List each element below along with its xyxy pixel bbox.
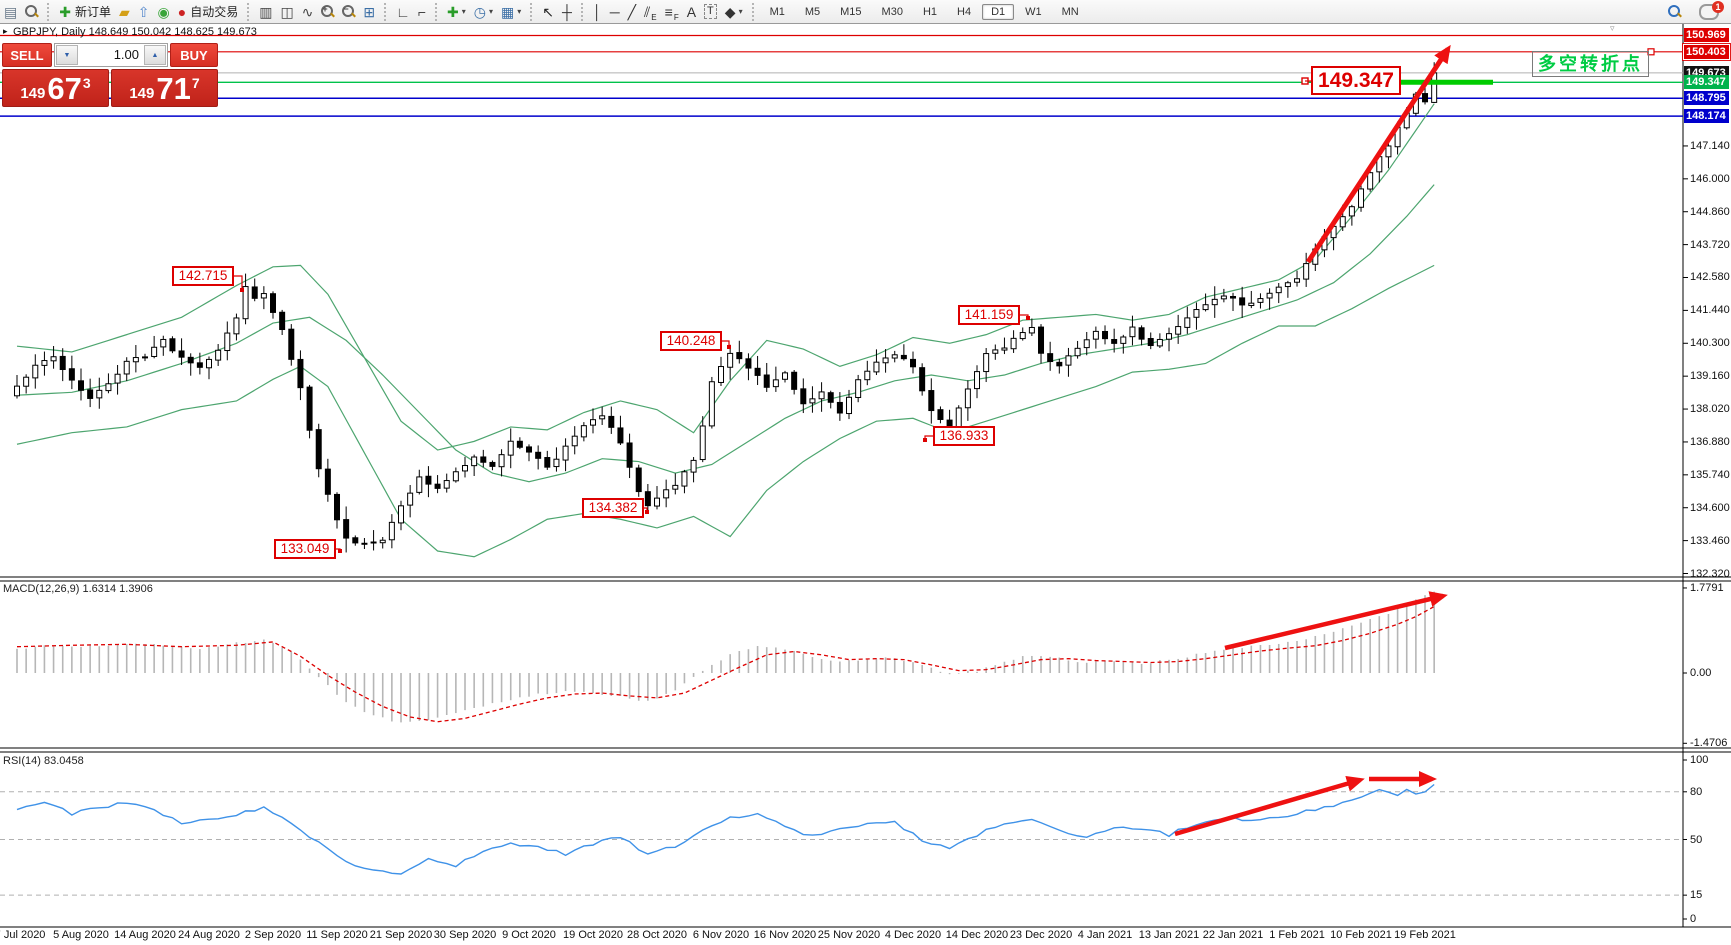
chevron-down-icon: ▾ <box>517 7 522 16</box>
toolbar-separator <box>751 2 755 21</box>
bid-price-point: 3 <box>82 75 91 91</box>
toolbar-separator <box>435 2 438 21</box>
text-icon[interactable]: A <box>686 3 697 20</box>
timeframe-button-m1[interactable]: M1 <box>769 5 785 18</box>
timeframe-button-d1[interactable]: D1 <box>982 3 1015 20</box>
toolbar-separator <box>384 2 387 21</box>
autotrading-button[interactable]: ● 自动交易 <box>177 3 239 20</box>
notification-badge: 1 <box>1712 0 1724 13</box>
timeframe-button-m30[interactable]: M30 <box>881 5 903 18</box>
volume-up-button[interactable]: ▲ <box>144 45 166 65</box>
sell-button[interactable]: SELL <box>2 43 52 67</box>
volume-value[interactable]: 1.00 <box>113 47 139 62</box>
bar-chart-icon[interactable]: ▥ <box>259 3 273 20</box>
new-order-button[interactable]: ✚ 新订单 <box>59 3 111 20</box>
volume-stepper[interactable]: ▼ 1.00 ▲ <box>54 43 168 67</box>
timeframe-button-h1[interactable]: H1 <box>922 5 938 18</box>
ask-price[interactable]: 149 71 7 <box>111 69 218 107</box>
candlestick-chart-icon[interactable]: ◫ <box>280 3 294 20</box>
shapes-dropdown[interactable]: ◆ ▾ <box>724 3 743 20</box>
profile-search-icon[interactable] <box>21 2 42 22</box>
signal-icon[interactable]: ◉ <box>157 3 170 20</box>
chevron-down-icon: ▾ <box>461 7 466 16</box>
cursor-icon[interactable]: ↖ <box>542 3 555 20</box>
toolbar: ▤ ✚ 新订单 ▰ ⇧ ◉ ● 自动交易 ▥ ◫ ∿ + − ⊞ ∟ ⌐ ✚ ▾ ◷ ▾ ▦ ▾ ↖ ┼ │ ─ ╱ ⫽ E ≡ F A T ◆ ▾… <box>0 0 1731 24</box>
toolbar-separator <box>530 2 533 21</box>
volume-down-button[interactable]: ▼ <box>56 45 78 65</box>
equidistant-channel-icon[interactable]: ⫽ E <box>644 3 657 22</box>
fibonacci-icon[interactable]: ≡ F <box>664 3 679 22</box>
bid-price-pips: 67 <box>47 71 82 106</box>
text-label-icon[interactable]: T <box>700 2 721 22</box>
profiles-icon[interactable]: ▰ <box>118 3 130 20</box>
zoom-out-icon[interactable]: − <box>338 2 359 22</box>
chevron-down-icon: ▾ <box>738 7 743 16</box>
timeframe-button-m5[interactable]: M5 <box>804 5 821 18</box>
chart-shift-marker[interactable]: ▿ <box>1610 23 1615 33</box>
zoom-in-icon[interactable]: + <box>317 2 338 22</box>
vertical-line-icon[interactable]: │ <box>592 3 602 20</box>
ask-price-major: 149 <box>129 85 155 102</box>
new-chart-window-icon[interactable]: ▤ <box>4 3 18 20</box>
indicator-window-icon[interactable]: ∟ <box>396 3 410 20</box>
bid-price[interactable]: 149 67 3 <box>2 69 109 107</box>
trendline-icon[interactable]: ╱ <box>627 3 637 20</box>
symbol-marker-icon: ▸ <box>3 26 8 36</box>
tile-windows-icon[interactable]: ⊞ <box>363 3 376 20</box>
symbol-info: GBPJPY, Daily 148.649 150.042 148.625 14… <box>13 26 257 38</box>
ask-price-point: 7 <box>191 75 200 91</box>
bid-price-major: 149 <box>20 85 46 102</box>
timeframe-button-m15[interactable]: M15 <box>840 5 862 18</box>
publish-icon[interactable]: ⇧ <box>137 3 150 20</box>
timeframe-button-mn[interactable]: MN <box>1061 5 1079 18</box>
periods-dropdown[interactable]: ◷ ▾ <box>473 3 494 20</box>
toolbar-separator <box>247 2 250 21</box>
crosshair-icon[interactable]: ┼ <box>562 3 572 20</box>
add-indicator-dropdown[interactable]: ✚ ▾ <box>447 3 466 20</box>
horizontal-line-icon[interactable]: ─ <box>609 3 620 20</box>
buy-button[interactable]: BUY <box>170 43 218 67</box>
chat-icon[interactable]: 1 <box>1695 0 1724 22</box>
indicator-axis-icon[interactable]: ⌐ <box>417 3 427 20</box>
templates-dropdown[interactable]: ▦ ▾ <box>501 3 522 20</box>
timeframe-button-w1[interactable]: W1 <box>1025 5 1042 18</box>
search-icon[interactable] <box>1664 2 1685 22</box>
toolbar-separator <box>47 2 50 21</box>
chevron-down-icon: ▾ <box>489 7 494 16</box>
ask-price-pips: 71 <box>156 71 191 106</box>
toolbar-separator <box>580 2 584 21</box>
one-click-trading-panel: SELL ▼ 1.00 ▲ BUY 149 67 3 149 71 7 <box>2 43 218 107</box>
timeframe-button-h4[interactable]: H4 <box>957 5 972 18</box>
annotation-text-box[interactable]: 多空转折点 <box>1532 51 1649 77</box>
line-chart-icon[interactable]: ∿ <box>301 3 314 20</box>
toolbar-right-icons: 1 <box>1664 0 1731 22</box>
